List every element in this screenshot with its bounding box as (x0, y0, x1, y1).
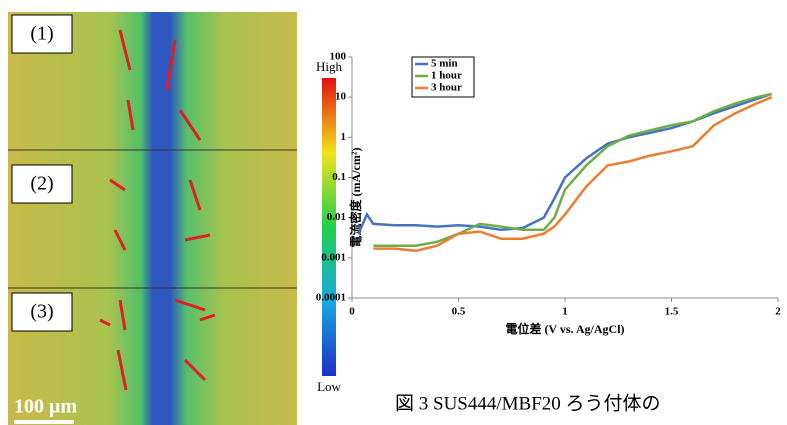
y-tick-label: 0.0001 (316, 292, 346, 304)
series-line (373, 96, 773, 253)
x-tick-label: 0.5 (452, 306, 466, 318)
corrosion-streaks (99, 29, 216, 391)
scale-bar (14, 420, 74, 424)
panel-label: (3) (30, 301, 53, 323)
y-tick-label: 10 (335, 91, 347, 103)
line-chart: 0.0001 0.001 0.01 0.1 1 10 100 0 0.5 1 1.5 2 電位差 (V … (316, 51, 782, 336)
panel-label: (1) (30, 23, 53, 45)
panel-label: (2) (30, 173, 53, 195)
map-image (8, 12, 297, 425)
scale-bar-label: 100 μm (14, 396, 77, 418)
colorbar-low: Low (317, 379, 341, 394)
colorbar (322, 78, 336, 376)
colorbar-high: High (316, 59, 343, 74)
y-tick-label: 100 (330, 51, 347, 63)
caption: 図 3 SUS444/MBF20 ろう付体の (395, 392, 661, 414)
x-tick-label: 1 (562, 306, 568, 318)
y-axis-label: 電流密度 (mA/cm²) (348, 148, 363, 248)
y-tick-label: 1 (341, 131, 347, 143)
x-tick-label: 1.5 (665, 306, 679, 318)
legend-label: 1 hour (431, 70, 462, 82)
x-axis-label: 電位差 (V vs. Ag/AgCl) (505, 321, 624, 336)
micrograph: (1) (2) (3) 100 μm (8, 12, 297, 425)
x-tick-label: 2 (775, 306, 781, 318)
y-tick-label: 0.1 (332, 171, 346, 183)
label-box (11, 14, 73, 54)
legend-label: 3 hour (431, 82, 462, 94)
series-line (373, 92, 772, 247)
y-tick-label: 0.001 (321, 251, 346, 263)
x-tick-label: 0 (349, 306, 355, 318)
label-box (11, 164, 73, 204)
label-box (11, 292, 73, 332)
y-tick-label: 0.01 (327, 211, 346, 223)
legend-label: 5 min (431, 58, 458, 70)
